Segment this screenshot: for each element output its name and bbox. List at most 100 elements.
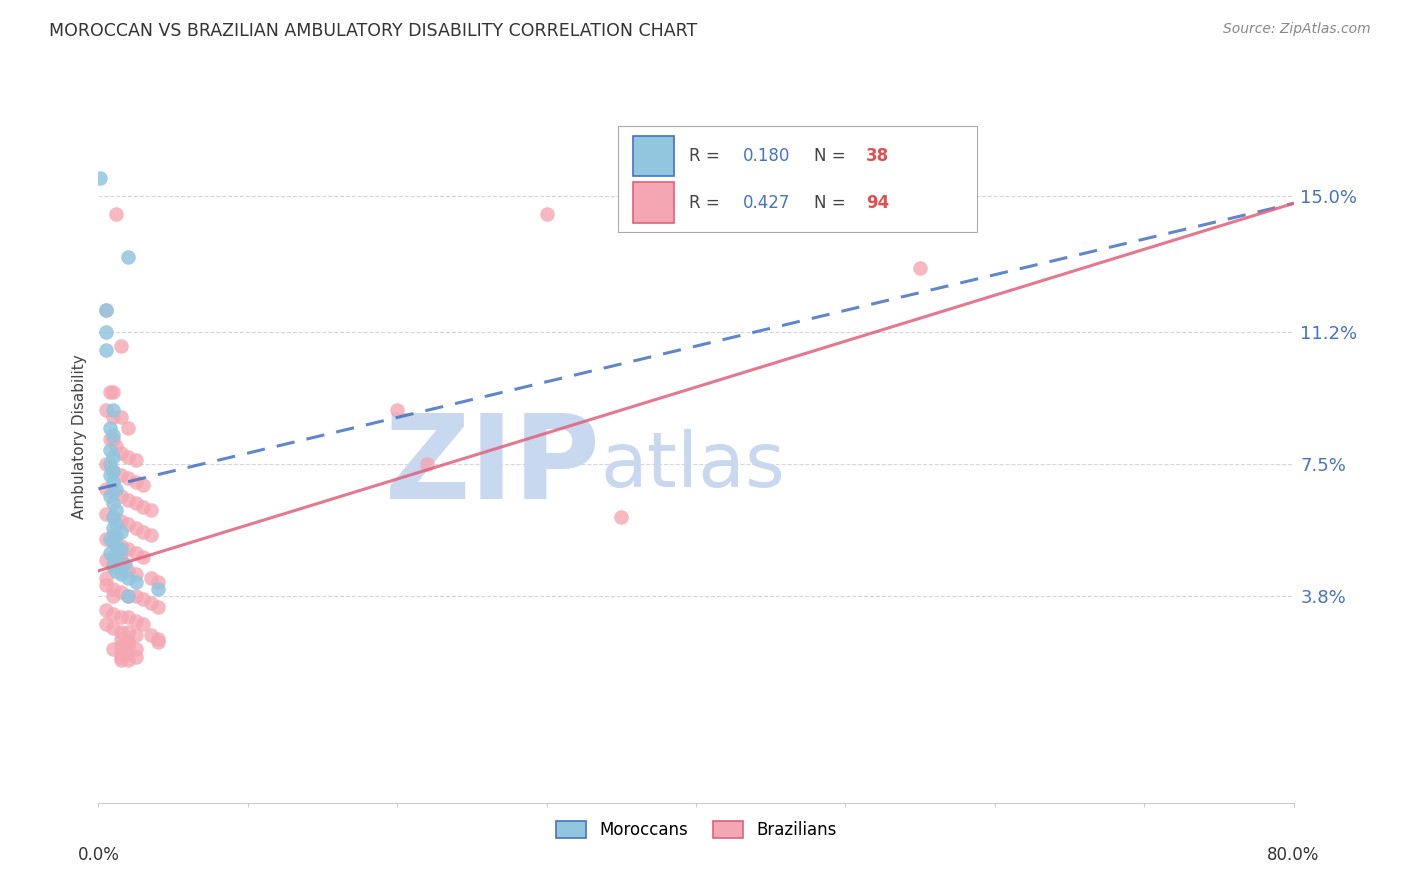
Point <box>125 589 148 603</box>
Point <box>110 632 132 646</box>
Text: ZIP: ZIP <box>384 409 600 524</box>
Point <box>110 646 132 660</box>
Point <box>148 635 170 649</box>
Point <box>125 567 148 582</box>
Point <box>110 546 132 560</box>
Point <box>117 610 139 624</box>
Point <box>117 471 139 485</box>
Point <box>98 385 122 400</box>
Point <box>117 624 139 639</box>
Point <box>94 553 117 567</box>
Point <box>110 567 132 582</box>
Point <box>98 442 122 457</box>
Text: Source: ZipAtlas.com: Source: ZipAtlas.com <box>1223 22 1371 37</box>
Point <box>103 621 125 635</box>
Point <box>98 457 122 471</box>
Point <box>110 339 132 353</box>
Point <box>110 624 132 639</box>
Point <box>148 599 170 614</box>
Point <box>105 517 128 532</box>
Point <box>103 607 125 621</box>
Point <box>94 603 117 617</box>
Point <box>105 482 128 496</box>
Text: 0.427: 0.427 <box>742 194 790 211</box>
Point <box>103 432 125 446</box>
Point <box>110 489 132 503</box>
Point <box>125 453 148 467</box>
Point <box>94 303 117 318</box>
Point <box>132 478 155 492</box>
Point <box>94 403 117 417</box>
Point <box>94 507 117 521</box>
Point <box>103 464 125 478</box>
Point <box>125 521 148 535</box>
Point <box>125 574 148 589</box>
Point <box>132 592 155 607</box>
Legend: Moroccans, Brazilians: Moroccans, Brazilians <box>548 814 844 846</box>
Point <box>94 325 117 339</box>
Point <box>132 500 155 514</box>
Point <box>94 457 117 471</box>
Point <box>908 260 931 275</box>
Point <box>117 635 139 649</box>
Point <box>103 535 125 549</box>
Point <box>110 649 132 664</box>
Point <box>125 649 148 664</box>
Point <box>536 207 558 221</box>
Point <box>139 571 162 585</box>
Point <box>94 343 117 357</box>
Point <box>103 521 125 535</box>
Text: 0.0%: 0.0% <box>77 846 120 863</box>
Point <box>132 617 155 632</box>
Point <box>105 539 128 553</box>
Point <box>105 503 128 517</box>
Point <box>125 642 148 657</box>
Point <box>132 549 155 564</box>
Point <box>114 557 136 571</box>
Point <box>98 532 122 546</box>
Point <box>103 510 125 524</box>
Point <box>98 489 122 503</box>
Point <box>103 450 125 464</box>
Point <box>139 528 162 542</box>
Point <box>117 542 139 557</box>
Point <box>103 642 125 657</box>
Point <box>385 403 409 417</box>
Point <box>94 571 117 585</box>
Point <box>94 578 117 592</box>
Point <box>110 524 132 539</box>
Point <box>139 596 162 610</box>
Point <box>103 528 125 542</box>
Point <box>103 410 125 425</box>
Text: 94: 94 <box>866 194 889 211</box>
Point <box>103 496 125 510</box>
FancyBboxPatch shape <box>633 136 675 176</box>
Text: 0.180: 0.180 <box>742 147 790 165</box>
Point <box>103 403 125 417</box>
Point <box>117 421 139 435</box>
Point <box>110 585 132 599</box>
Point <box>117 517 139 532</box>
Point <box>117 639 139 653</box>
Point <box>117 492 139 507</box>
Point <box>125 546 148 560</box>
Point <box>103 464 125 478</box>
Point <box>110 410 132 425</box>
Point <box>103 582 125 596</box>
Point <box>103 557 125 571</box>
FancyBboxPatch shape <box>633 183 675 223</box>
Point <box>103 535 125 549</box>
Point <box>94 482 117 496</box>
Point <box>117 589 139 603</box>
Point <box>117 635 139 649</box>
Point <box>103 428 125 442</box>
Point <box>117 571 139 585</box>
Text: R =: R = <box>689 194 725 211</box>
Point <box>105 207 128 221</box>
Point <box>148 582 170 596</box>
Point <box>98 546 122 560</box>
Text: R =: R = <box>689 147 725 165</box>
Point <box>110 467 132 482</box>
Point <box>416 457 439 471</box>
Point <box>110 553 132 567</box>
